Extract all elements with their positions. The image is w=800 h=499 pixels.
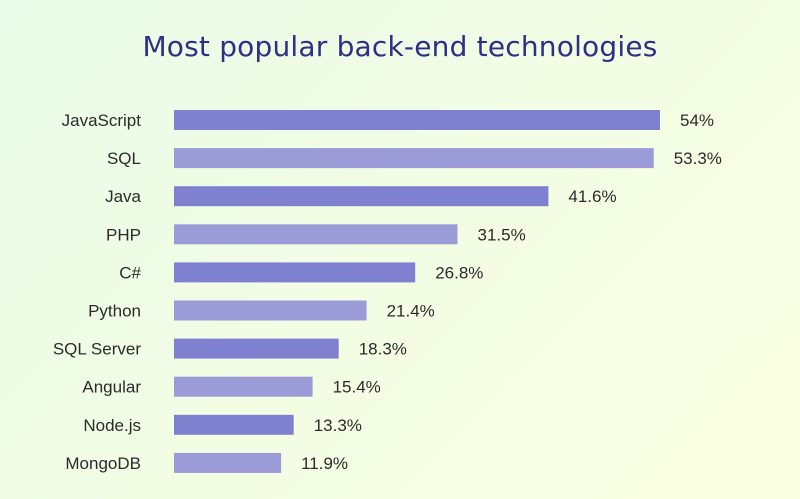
category-label: JavaScript [62, 111, 142, 130]
value-label: 54% [680, 111, 714, 130]
category-label: Angular [82, 378, 141, 397]
bar-php [174, 224, 458, 245]
value-label: 18.3% [359, 340, 407, 359]
category-label: Python [88, 302, 141, 321]
bar-sql-server [174, 338, 339, 359]
bar-javascript [174, 110, 660, 130]
category-label: MongoDB [65, 454, 141, 473]
bar-angular [174, 376, 313, 397]
value-label: 53.3% [674, 149, 722, 168]
bar-node-js [174, 414, 294, 435]
bar-mongodb [174, 452, 282, 473]
category-label: Java [105, 187, 141, 206]
category-label: PHP [106, 225, 141, 244]
value-label: 26.8% [435, 263, 483, 282]
bar-python [174, 300, 367, 321]
bar-sql [174, 148, 654, 169]
bar-c- [174, 262, 416, 283]
category-label: Node.js [83, 416, 141, 435]
chart-title: Most popular back-end technologies [142, 30, 658, 63]
value-label: 15.4% [333, 378, 381, 397]
value-label: 31.5% [478, 225, 526, 244]
bar-java [174, 186, 549, 207]
value-label: 13.3% [314, 416, 362, 435]
category-label: SQL [107, 149, 141, 168]
value-label: 11.9% [301, 454, 348, 473]
category-label: SQL Server [53, 340, 142, 359]
value-label: 21.4% [387, 302, 435, 321]
category-label: C# [119, 263, 141, 282]
value-label: 41.6% [568, 187, 616, 206]
